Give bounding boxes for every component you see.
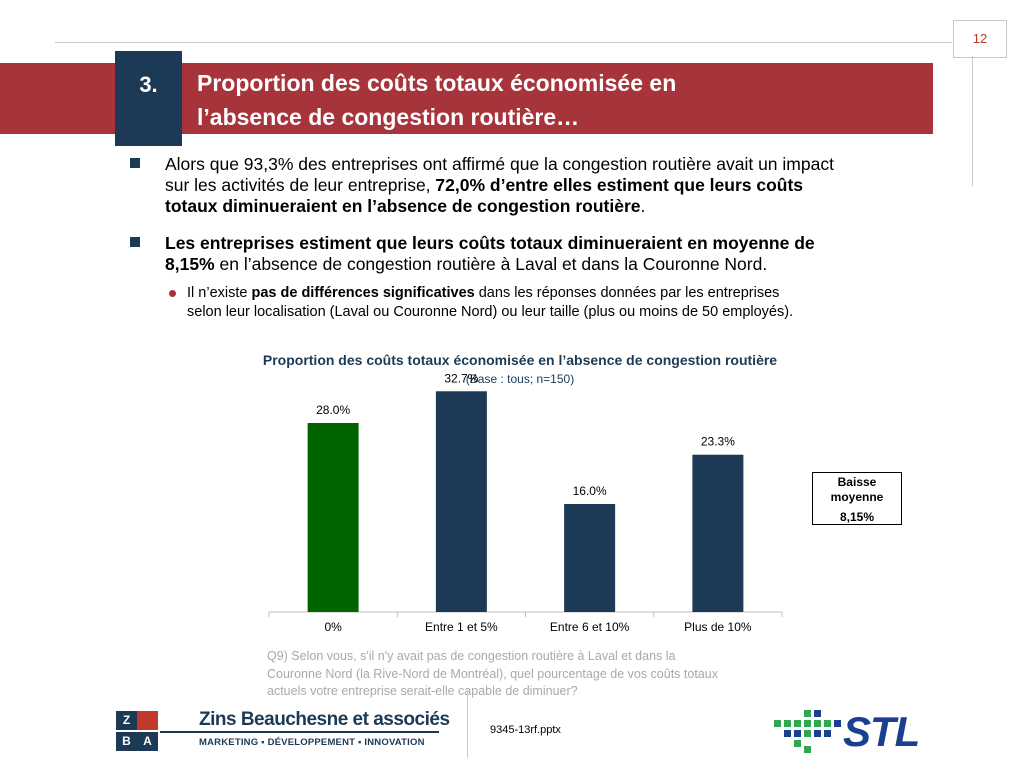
- x-tick-label: 0%: [324, 620, 342, 634]
- average-value: 8,15%: [839, 510, 875, 524]
- stl-logo-text: STL: [843, 708, 920, 755]
- bullet-2-line2: 8,15% en l’absence de congestion routièr…: [165, 254, 935, 275]
- bar-value-label: 23.3%: [701, 435, 735, 449]
- bullet-1-line1: Alors que 93,3% des entreprises ont affi…: [165, 154, 834, 174]
- bullet-1-line2-bold: 72,0% d’entre elles estiment que leurs c…: [435, 175, 804, 195]
- zba-cell-a: A: [137, 732, 158, 751]
- question-note-line1: Q9) Selon vous, s'il n'y avait pas de co…: [267, 649, 676, 663]
- bar-value-label: 32.7%: [444, 371, 478, 385]
- top-divider: [55, 42, 952, 43]
- sub-bullet-pre: Il n’existe: [187, 285, 252, 301]
- question-note-line3: actuels votre entreprise serait-elle cap…: [267, 684, 578, 698]
- bullet-1-line2: sur les activités de leur entreprise, 72…: [165, 175, 935, 196]
- sub-bullet-line1: Il n’existe pas de différences significa…: [187, 284, 927, 303]
- section-number: 3.: [115, 51, 182, 146]
- bar: [564, 504, 616, 612]
- zba-company-name: Zins Beauchesne et associés: [199, 709, 450, 730]
- slide-title: Proportion des coûts totaux économisée e…: [197, 66, 917, 134]
- x-tick-label: Entre 6 et 10%: [550, 620, 630, 634]
- question-note-line2: Couronne Nord (la Rive-Nord de Montréal)…: [267, 666, 718, 681]
- zba-cell-red: [137, 711, 158, 730]
- chart-title: Proportion des coûts totaux économisée e…: [262, 352, 778, 368]
- sub-bullet-dot-icon: [169, 290, 176, 297]
- bullet-2: Les entreprises estiment que leurs coûts…: [165, 233, 935, 275]
- bullet-1-line3: totaux diminueraient en l’absence de con…: [165, 196, 935, 217]
- bar-value-label: 28.0%: [316, 403, 350, 417]
- bullet-1-line2-plain: sur les activités de leur entreprise,: [165, 175, 436, 195]
- bullet-2-line2-bold: 8,15%: [165, 254, 215, 274]
- page-tab-line: [972, 56, 973, 186]
- x-tick-label: Plus de 10%: [684, 620, 752, 634]
- bar: [692, 454, 744, 612]
- bullet-square-icon: [130, 158, 140, 168]
- bullet-1-line3-end: .: [640, 196, 646, 216]
- bar: [307, 423, 359, 612]
- stl-dots-icon: [774, 710, 841, 753]
- page-number: 12: [953, 20, 1007, 58]
- bullet-1-line3-bold: totaux diminueraient en l’absence de con…: [165, 196, 641, 216]
- footer-divider: [467, 690, 468, 758]
- zba-underline: [160, 731, 439, 733]
- zba-cell-z: Z: [116, 711, 137, 730]
- question-note: Q9) Selon vous, s'il n'y avait pas de co…: [267, 648, 787, 701]
- bullet-square-icon: [130, 237, 140, 247]
- bar: [435, 391, 487, 612]
- slide-title-line2: l’absence de congestion routière…: [197, 104, 580, 130]
- bar-value-label: 16.0%: [573, 484, 607, 498]
- file-name: 9345-13rf.pptx: [490, 724, 561, 736]
- bullet-2-line2-plain: en l’absence de congestion routière à La…: [214, 254, 768, 274]
- sub-bullet: Il n’existe pas de différences significa…: [187, 284, 927, 322]
- average-label-line1: Baisse: [837, 475, 877, 489]
- average-label-line2: moyenne: [830, 490, 884, 504]
- zba-cell-b: B: [116, 732, 137, 751]
- bullet-2-line1: Les entreprises estiment que leurs coûts…: [165, 233, 935, 254]
- zba-tagline: MARKETING ▪ DÉVELOPPEMENT ▪ INNOVATION: [199, 737, 425, 748]
- chart-subtitle: (Base : tous; n=150): [465, 372, 575, 386]
- average-reduction-box: Baisse moyenne 8,15%: [812, 472, 902, 525]
- sub-bullet-bold: pas de différences significatives: [251, 285, 475, 301]
- bullet-1: Alors que 93,3% des entreprises ont affi…: [165, 154, 935, 217]
- sub-bullet-line2: selon leur localisation (Laval ou Couron…: [187, 304, 794, 320]
- x-tick-label: Entre 1 et 5%: [425, 620, 498, 634]
- slide-title-line1: Proportion des coûts totaux économisée e…: [197, 70, 677, 96]
- bullet-2-line1-bold: Les entreprises estiment que leurs coûts…: [165, 233, 815, 253]
- sub-bullet-post: dans les réponses données par les entrep…: [474, 285, 780, 301]
